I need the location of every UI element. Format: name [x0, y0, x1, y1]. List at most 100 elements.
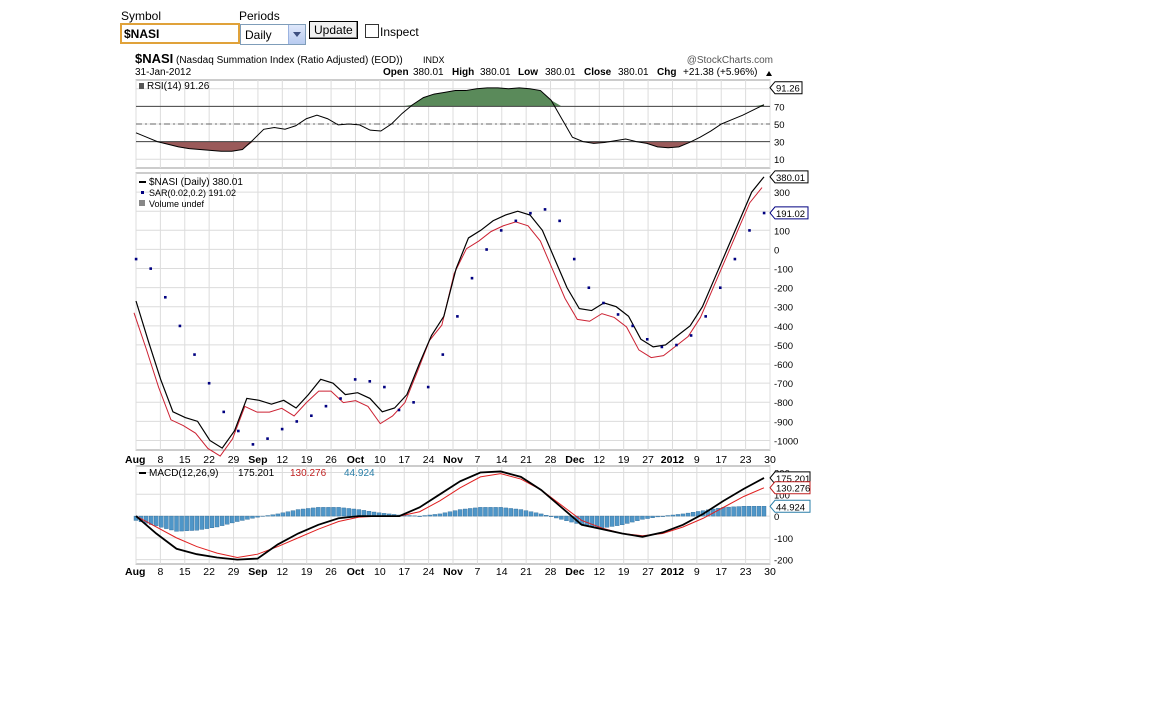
periods-label: Periods: [239, 9, 280, 23]
update-button[interactable]: Update: [309, 21, 358, 39]
sar-dot: [193, 353, 196, 356]
macd-histogram-bar: [219, 515, 225, 526]
sar-dot: [164, 295, 167, 299]
y-tick-label: -900: [774, 417, 793, 428]
x-tick-label: 7: [474, 454, 480, 466]
x-tick-label: 12: [593, 566, 605, 578]
sar-dot: [441, 353, 445, 356]
sar-dot: [310, 414, 313, 418]
macd-histogram-bar: [174, 515, 179, 532]
macd-histogram-bar: [751, 506, 757, 517]
macd-histogram-bar: [422, 515, 427, 517]
macd-histogram-bar: [604, 515, 610, 528]
sar-dot: [748, 229, 751, 232]
x-tick-label: Nov: [443, 454, 463, 466]
macd-histogram-bar: [224, 515, 230, 525]
y-tick-label: -100: [774, 265, 793, 276]
macd-histogram-bar: [316, 507, 321, 517]
y-tick-label: 0: [774, 245, 779, 256]
macd-histogram-bar: [169, 515, 174, 531]
macd-histogram-bar: [645, 515, 650, 519]
sar-dot: [222, 410, 226, 414]
x-tick-label: Dec: [565, 454, 584, 466]
sar-dot: [456, 315, 459, 318]
inspect-checkbox[interactable]: [365, 24, 379, 38]
sar-dot: [485, 248, 488, 251]
macd-histogram-bar: [483, 507, 488, 517]
macd-histogram-bar: [614, 515, 620, 526]
chevron-down-icon[interactable]: [288, 25, 305, 44]
x-tick-label: Oct: [347, 454, 365, 466]
y-tick-label: -200: [774, 284, 793, 295]
watermark: @StockCharts.com: [687, 55, 773, 66]
rsi-legend-icon: [139, 83, 144, 89]
x-tick-label: 2012: [661, 566, 685, 578]
low-label: Low: [518, 67, 538, 78]
macd-histogram-bar: [665, 515, 670, 517]
open-value: 380.01: [413, 67, 444, 78]
x-tick-label: Aug: [125, 454, 145, 466]
symbol-label: Symbol: [121, 9, 162, 23]
x-tick-label: 19: [618, 566, 630, 578]
price-line: [135, 176, 765, 449]
sar-legend-icon: [141, 191, 144, 194]
x-tick-label: Sep: [248, 454, 267, 466]
macd-histogram-bar: [194, 515, 199, 531]
macd-histogram-bar: [493, 507, 498, 517]
sar-dot: [280, 427, 284, 431]
x-tick-label: 21: [520, 566, 532, 578]
y-tick-label: -800: [774, 398, 793, 409]
macd-histogram-bar: [716, 507, 721, 517]
sar-dot: [631, 324, 634, 328]
price-legend: $NASI (Daily) 380.01: [149, 177, 243, 188]
x-tick-label: 23: [740, 566, 752, 578]
y-tick-label: -200: [774, 556, 793, 567]
macd-histogram-bar: [280, 512, 286, 517]
sar-dot: [616, 313, 620, 316]
rsi-line: [135, 87, 765, 152]
x-tick-label: 30: [764, 566, 776, 578]
macd-histogram-bar: [508, 508, 513, 517]
sar-dot: [149, 267, 153, 270]
sar-dot: [324, 404, 328, 408]
x-tick-label: 2012: [661, 454, 685, 466]
sar-dot: [207, 381, 211, 385]
macd-histogram-bar: [685, 512, 691, 517]
sar-dot: [397, 408, 401, 412]
symbol-input[interactable]: [120, 23, 240, 44]
sar-dot: [237, 429, 240, 433]
signal-last-value-box: [769, 481, 811, 495]
sar-dot: [529, 211, 532, 215]
macd-histogram-bar: [625, 515, 630, 524]
macd-histogram-bar: [209, 515, 215, 528]
x-tick-label: Dec: [565, 566, 584, 578]
x-tick-label: 28: [545, 566, 557, 578]
macd-histogram-bar: [164, 515, 169, 529]
x-tick-label: 30: [764, 454, 776, 466]
macd-histogram-bar: [650, 515, 655, 518]
price-panel: -1000-900-800-700-600-500-400-300-200-10…: [133, 170, 809, 457]
sar-dot: [602, 301, 605, 305]
macd-histogram-bar: [462, 508, 468, 517]
volume-legend: Volume undef: [149, 199, 205, 209]
sar-dot: [558, 219, 561, 223]
macd-histogram-bar: [143, 515, 149, 524]
macd-histogram-bar: [675, 514, 681, 517]
x-tick-label: 27: [642, 454, 654, 466]
open-label: Open: [383, 67, 409, 78]
y-tick-label: 70: [774, 102, 785, 113]
macd-histogram-bar: [640, 515, 645, 520]
chart-date: 31-Jan-2012: [135, 67, 192, 78]
x-tick-label: 10: [374, 454, 386, 466]
x-tick-label: 23: [740, 454, 752, 466]
macd-histogram-bar: [154, 515, 159, 527]
macd-histogram-bar: [290, 510, 296, 517]
high-value: 380.01: [480, 67, 511, 78]
macd-histogram-bar: [680, 513, 686, 517]
price-last-value: 380.01: [776, 173, 805, 184]
macd-legend-value: 175.201: [238, 468, 275, 479]
x-tick-label: Oct: [347, 566, 365, 578]
macd-histogram-bar: [305, 508, 311, 517]
periods-select[interactable]: Daily: [240, 24, 306, 45]
macd-histogram-bar: [270, 514, 275, 517]
